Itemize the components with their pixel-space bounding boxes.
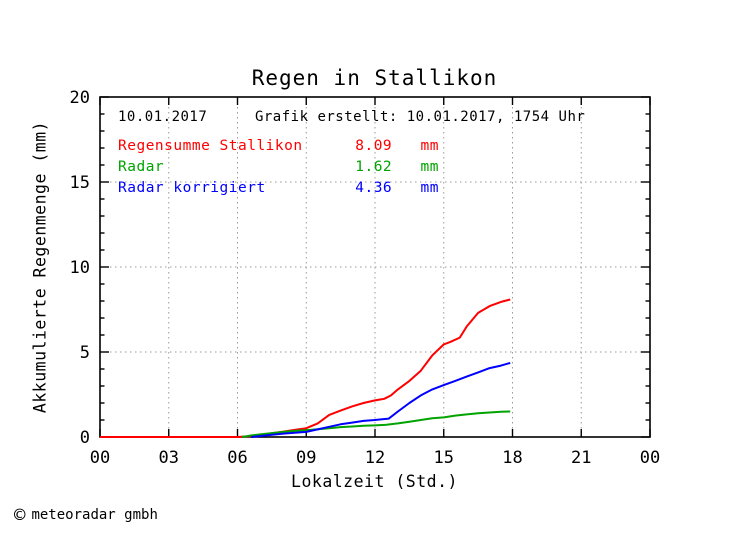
page-title: Regen in Stallikon [251,66,498,90]
copyright-icon: © [14,504,26,526]
header-created-text: Grafik erstellt: 10.01.2017, 1754 Uhr [254,109,586,125]
svg-text:03: 03 [159,448,179,468]
header-date: 10.01.2017 [118,109,208,125]
legend-unit: mm [420,180,439,196]
svg-text:15: 15 [70,173,90,193]
header-line: 10.01.2017 Grafik erstellt: 10.01.2017, … [118,109,585,125]
legend-row-radar-korrigiert: Radar korrigiert 4.36 mm [118,180,439,196]
svg-text:06: 06 [227,448,247,468]
legend-label: Radar korrigiert [118,180,266,196]
copyright-line: © meteoradar gmbh [14,504,158,526]
svg-text:0: 0 [80,428,90,448]
svg-text:10: 10 [70,258,90,278]
legend-value: 4.36 [355,180,393,196]
svg-text:20: 20 [70,88,90,108]
legend-value: 1.62 [355,159,393,175]
svg-text:12: 12 [365,448,385,468]
legend-value: 8.09 [355,138,393,154]
legend-label: Regensumme Stallikon [118,138,303,154]
legend-unit: mm [420,159,439,175]
svg-text:09: 09 [296,448,316,468]
svg-text:18: 18 [502,448,522,468]
svg-text:00: 00 [640,448,660,468]
legend-label: Radar [118,159,165,175]
svg-text:21: 21 [571,448,591,468]
legend-unit: mm [420,138,439,154]
y-axis-label: Akkumulierte Regenmenge (mm) [30,120,50,414]
legend-row-regensumme: Regensumme Stallikon 8.09 mm [118,138,439,154]
svg-text:5: 5 [80,343,90,363]
legend-row-radar: Radar 1.62 mm [118,159,439,175]
svg-text:15: 15 [434,448,454,468]
copyright-company: meteoradar gmbh [31,507,158,523]
svg-text:00: 00 [90,448,110,468]
x-axis-label: Lokalzeit (Std.) [291,472,458,491]
